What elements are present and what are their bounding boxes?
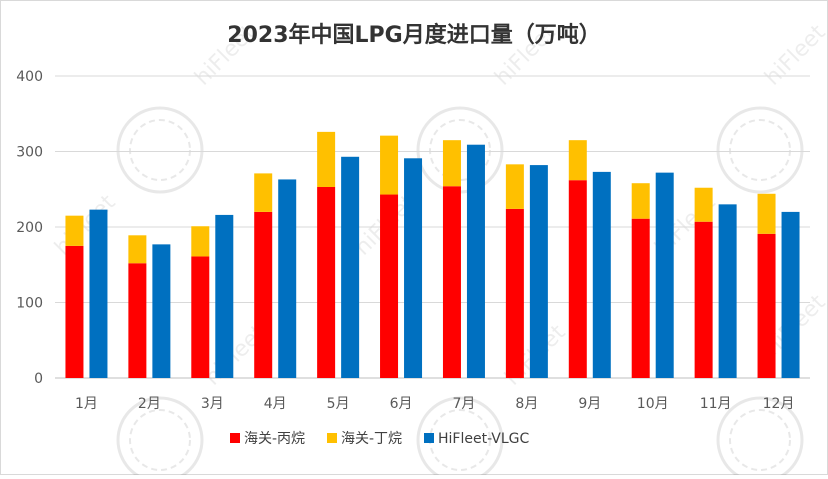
bar-HiFleet-VLGC (215, 214, 234, 378)
bar-HiFleet-VLGC (781, 211, 800, 378)
bar-HiFleet-VLGC (341, 156, 360, 378)
bar-海关-丁烷 (631, 183, 650, 219)
bar-海关-丙烷 (254, 211, 273, 378)
x-axis-ticks: 1月 2月 3月 4月 5月 6月 7月 8月 9月 10月 11月 12月 (75, 396, 794, 412)
bar-海关-丁烷 (380, 135, 399, 195)
x-tick-label: 10月 (637, 396, 669, 412)
bar-海关-丙烷 (65, 245, 84, 378)
watermark-seal (116, 396, 204, 479)
bar-海关-丙烷 (442, 186, 461, 378)
watermark-seal (116, 106, 204, 194)
bar-HiFleet-VLGC (592, 171, 611, 378)
bar-海关-丁烷 (254, 173, 273, 212)
bar-HiFleet-VLGC (89, 209, 108, 378)
bar-海关-丁烷 (65, 215, 84, 246)
legend-label: HiFleet-VLGC (438, 431, 530, 447)
y-tick-label: 100 (16, 296, 43, 312)
y-tick-label: 0 (34, 371, 43, 387)
x-tick-label: 12月 (763, 396, 795, 412)
bar-海关-丙烷 (694, 221, 713, 378)
x-tick-label: 6月 (390, 396, 413, 412)
watermark-seal (716, 396, 804, 479)
legend-label: 海关-丁烷 (341, 431, 402, 447)
y-tick-label: 300 (16, 145, 43, 161)
x-tick-label: 3月 (201, 396, 224, 412)
bar-海关-丙烷 (191, 256, 210, 378)
x-tick-label: 4月 (264, 396, 287, 412)
x-tick-label: 5月 (327, 396, 350, 412)
legend-item: HiFleet-VLGC (424, 431, 530, 447)
bar-海关-丁烷 (694, 187, 713, 222)
watermark-seal (716, 106, 804, 194)
bars (65, 131, 800, 378)
bar-海关-丙烷 (317, 186, 336, 378)
bar-海关-丙烷 (757, 233, 776, 378)
bar-海关-丙烷 (568, 180, 587, 378)
bar-HiFleet-VLGC (718, 204, 737, 378)
bar-海关-丙烷 (631, 218, 650, 378)
bar-海关-丁烷 (568, 140, 587, 181)
legend-swatch (327, 433, 337, 443)
y-tick-label: 400 (16, 69, 43, 85)
bar-HiFleet-VLGC (529, 165, 548, 378)
legend-swatch (230, 433, 240, 443)
legend-item: 海关-丁烷 (327, 431, 402, 447)
x-tick-label: 2月 (138, 396, 161, 412)
bar-海关-丁烷 (191, 226, 210, 257)
bar-HiFleet-VLGC (152, 244, 171, 378)
x-tick-label: 11月 (700, 396, 732, 412)
bar-HiFleet-VLGC (466, 144, 485, 378)
bar-海关-丁烷 (128, 235, 147, 264)
bar-海关-丙烷 (380, 194, 399, 378)
bar-海关-丙烷 (505, 208, 524, 378)
bar-海关-丁烷 (757, 193, 776, 234)
chart-title: 2023年中国LPG月度进口量（万吨） (227, 22, 600, 48)
bar-HiFleet-VLGC (655, 172, 674, 378)
x-tick-label: 9月 (578, 396, 601, 412)
bar-海关-丁烷 (442, 140, 461, 187)
y-tick-label: 200 (16, 220, 43, 236)
bar-海关-丁烷 (505, 164, 524, 209)
bar-HiFleet-VLGC (404, 158, 423, 378)
bar-HiFleet-VLGC (278, 179, 297, 378)
legend-label: 海关-丙烷 (244, 431, 305, 447)
bar-海关-丁烷 (317, 131, 336, 187)
legend: 海关-丙烷 海关-丁烷 HiFleet-VLGC (230, 431, 530, 447)
x-tick-label: 1月 (75, 396, 98, 412)
x-tick-label: 7月 (452, 396, 475, 412)
gridlines (55, 75, 810, 379)
bar-海关-丙烷 (128, 263, 147, 378)
legend-swatch (424, 433, 434, 443)
x-tick-label: 8月 (515, 396, 538, 412)
y-axis-ticks: 0 100 200 300 400 (16, 69, 43, 387)
legend-item: 海关-丙烷 (230, 431, 305, 447)
